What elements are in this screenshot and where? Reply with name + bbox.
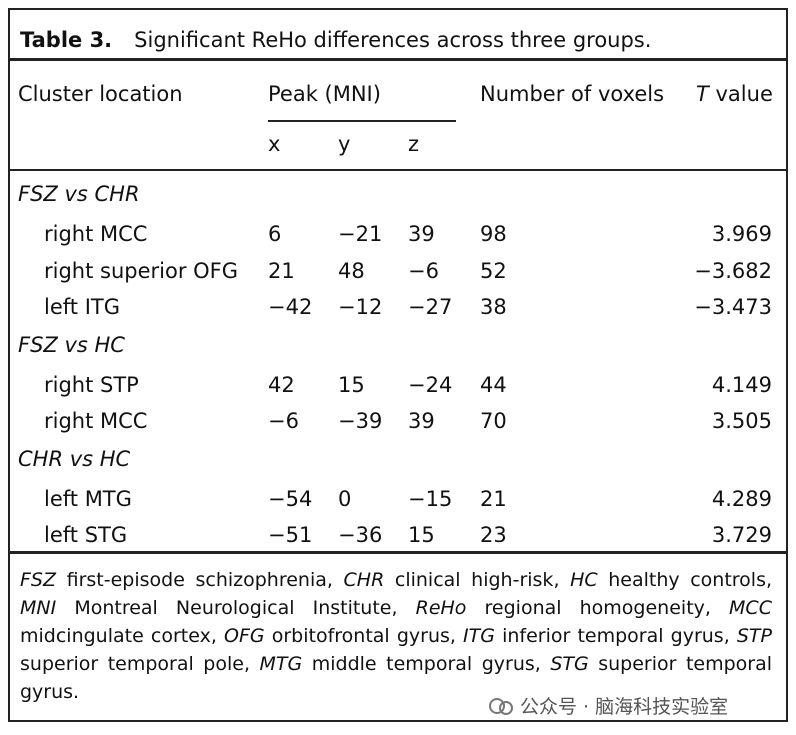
cell: 21 <box>480 486 507 511</box>
header-t: T value <box>696 82 773 106</box>
footnote-abbr: MNI <box>20 597 57 619</box>
watermark-icon <box>489 698 513 715</box>
cell: 23 <box>480 523 507 547</box>
header: Number of voxels <box>480 82 665 106</box>
cell: left ITG <box>44 295 120 319</box>
footnote-abbr: ReHo <box>415 597 467 619</box>
footnote-text: orbitofrontal gyrus, <box>271 625 456 647</box>
cell: right STP <box>44 372 139 397</box>
footnote: FSZ first-episode schizophrenia, CHR cli… <box>20 566 772 706</box>
header: Peak (MNI) <box>268 82 381 106</box>
footnote-abbr: HC <box>570 569 598 591</box>
cell: −3.473 <box>694 295 772 319</box>
subheader: y <box>338 132 351 156</box>
cell: −15 <box>408 486 453 511</box>
footnote-text: superior temporal gyrus. <box>20 653 773 703</box>
cell: −27 <box>408 295 453 319</box>
cell: 21 <box>268 258 295 283</box>
cell: left MTG <box>44 486 132 511</box>
footnote-abbr: CHR <box>343 569 385 591</box>
cell: −3.682 <box>694 258 772 283</box>
footnote-text: healthy controls, <box>608 569 773 591</box>
footnote-abbr: FSZ <box>20 569 57 591</box>
cell: −51 <box>268 523 313 547</box>
cell: 48 <box>338 258 365 283</box>
cell: 3.969 <box>711 222 772 246</box>
footnote-text: first-episode schizophrenia, <box>66 569 333 591</box>
cell: 39 <box>408 409 435 433</box>
cell: right MCC <box>44 409 148 433</box>
cell: 39 <box>408 222 435 246</box>
footnote-abbr: MCC <box>729 597 772 619</box>
cell: 15 <box>408 523 435 547</box>
cell: 4.149 <box>711 372 772 397</box>
cell: 38 <box>480 295 507 319</box>
table-frame <box>8 8 788 722</box>
cell: −39 <box>338 409 383 433</box>
header: T value <box>696 84 773 105</box>
footnote-text: middle temporal gyrus, <box>311 653 541 675</box>
group-label: CHR vs HC <box>18 446 131 471</box>
cell: −54 <box>268 486 313 511</box>
cell: −42 <box>268 295 313 319</box>
cell: left STG <box>44 523 128 547</box>
cell: −12 <box>338 295 383 319</box>
watermark: 公众号 · 脑海科技实验室 <box>488 692 729 719</box>
footnote-text: midcingulate cortex, <box>20 625 217 647</box>
cell: right MCC <box>44 222 148 246</box>
group-label: FSZ vs HC <box>18 332 125 357</box>
cell: right superior OFG <box>44 258 239 283</box>
subheader: x <box>268 132 281 156</box>
footnote-abbr: ITG <box>463 625 495 647</box>
cell: −36 <box>338 523 383 547</box>
group-label: FSZ vs CHR <box>18 182 140 206</box>
cell: 3.729 <box>711 523 772 547</box>
footnote-abbr: STP <box>736 625 772 647</box>
cell: 42 <box>268 372 295 397</box>
cell: 6 <box>268 222 282 246</box>
footnote-text: inferior temporal gyrus, <box>502 625 730 647</box>
table-title: Table 3. Significant ReHo differences acr… <box>20 30 651 51</box>
footnote-abbr: STG <box>550 653 589 675</box>
footnote-text: regional homogeneity, <box>484 597 711 619</box>
rule <box>10 169 786 171</box>
cell: −21 <box>338 222 383 246</box>
footnote-abbr: MTG <box>259 653 303 675</box>
cell: 70 <box>480 409 507 433</box>
rule <box>268 120 456 122</box>
rule <box>10 58 786 61</box>
table-label: Table 3. <box>20 28 113 52</box>
cell: −6 <box>408 258 439 283</box>
cell: −24 <box>408 372 453 397</box>
header: Cluster location <box>18 82 183 106</box>
footnote-text: clinical high-risk, <box>394 569 560 591</box>
cell: 44 <box>480 372 507 397</box>
cell: 98 <box>480 222 507 246</box>
cell: −6 <box>268 409 299 433</box>
footnote-abbr: OFG <box>224 625 265 647</box>
footnote-text: superior temporal pole, <box>20 653 250 675</box>
cell: 4.289 <box>711 486 772 511</box>
rule <box>10 551 786 554</box>
footnote-text: Montreal Neurological Institute, <box>74 597 398 619</box>
watermark-text: 公众号 · 脑海科技实验室 <box>520 696 729 718</box>
cell: 15 <box>338 372 365 397</box>
cell: 0 <box>338 486 352 511</box>
subheader: z <box>408 132 420 156</box>
title-text: Significant ReHo differences across thre… <box>134 28 652 52</box>
cell: 3.505 <box>711 409 772 433</box>
cell: 52 <box>480 258 507 283</box>
